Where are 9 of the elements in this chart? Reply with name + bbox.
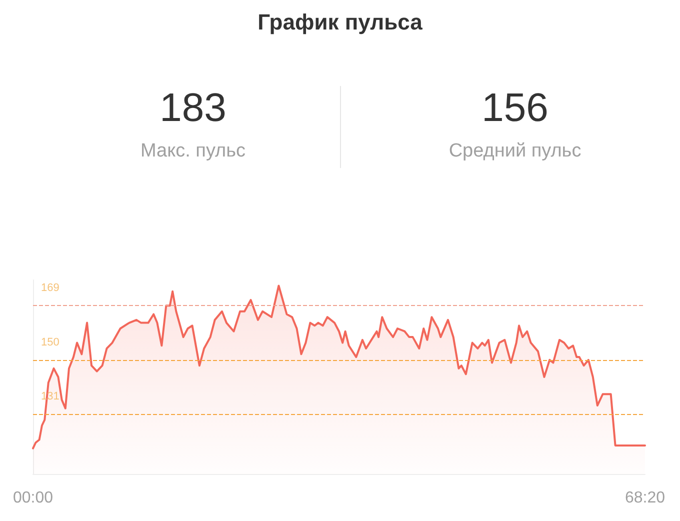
ref-line-label: 150 [41,336,60,348]
x-tick-label: 00:00 [12,490,54,506]
chart-title: График пульса [258,10,424,34]
text: Средний пульс [448,140,582,162]
text: 156 [482,86,548,130]
text: Макс. пульс [140,140,246,162]
ref-line-label: 169 [41,282,60,294]
x-tick-label: 68:20 [624,490,666,506]
text: 183 [160,86,226,130]
